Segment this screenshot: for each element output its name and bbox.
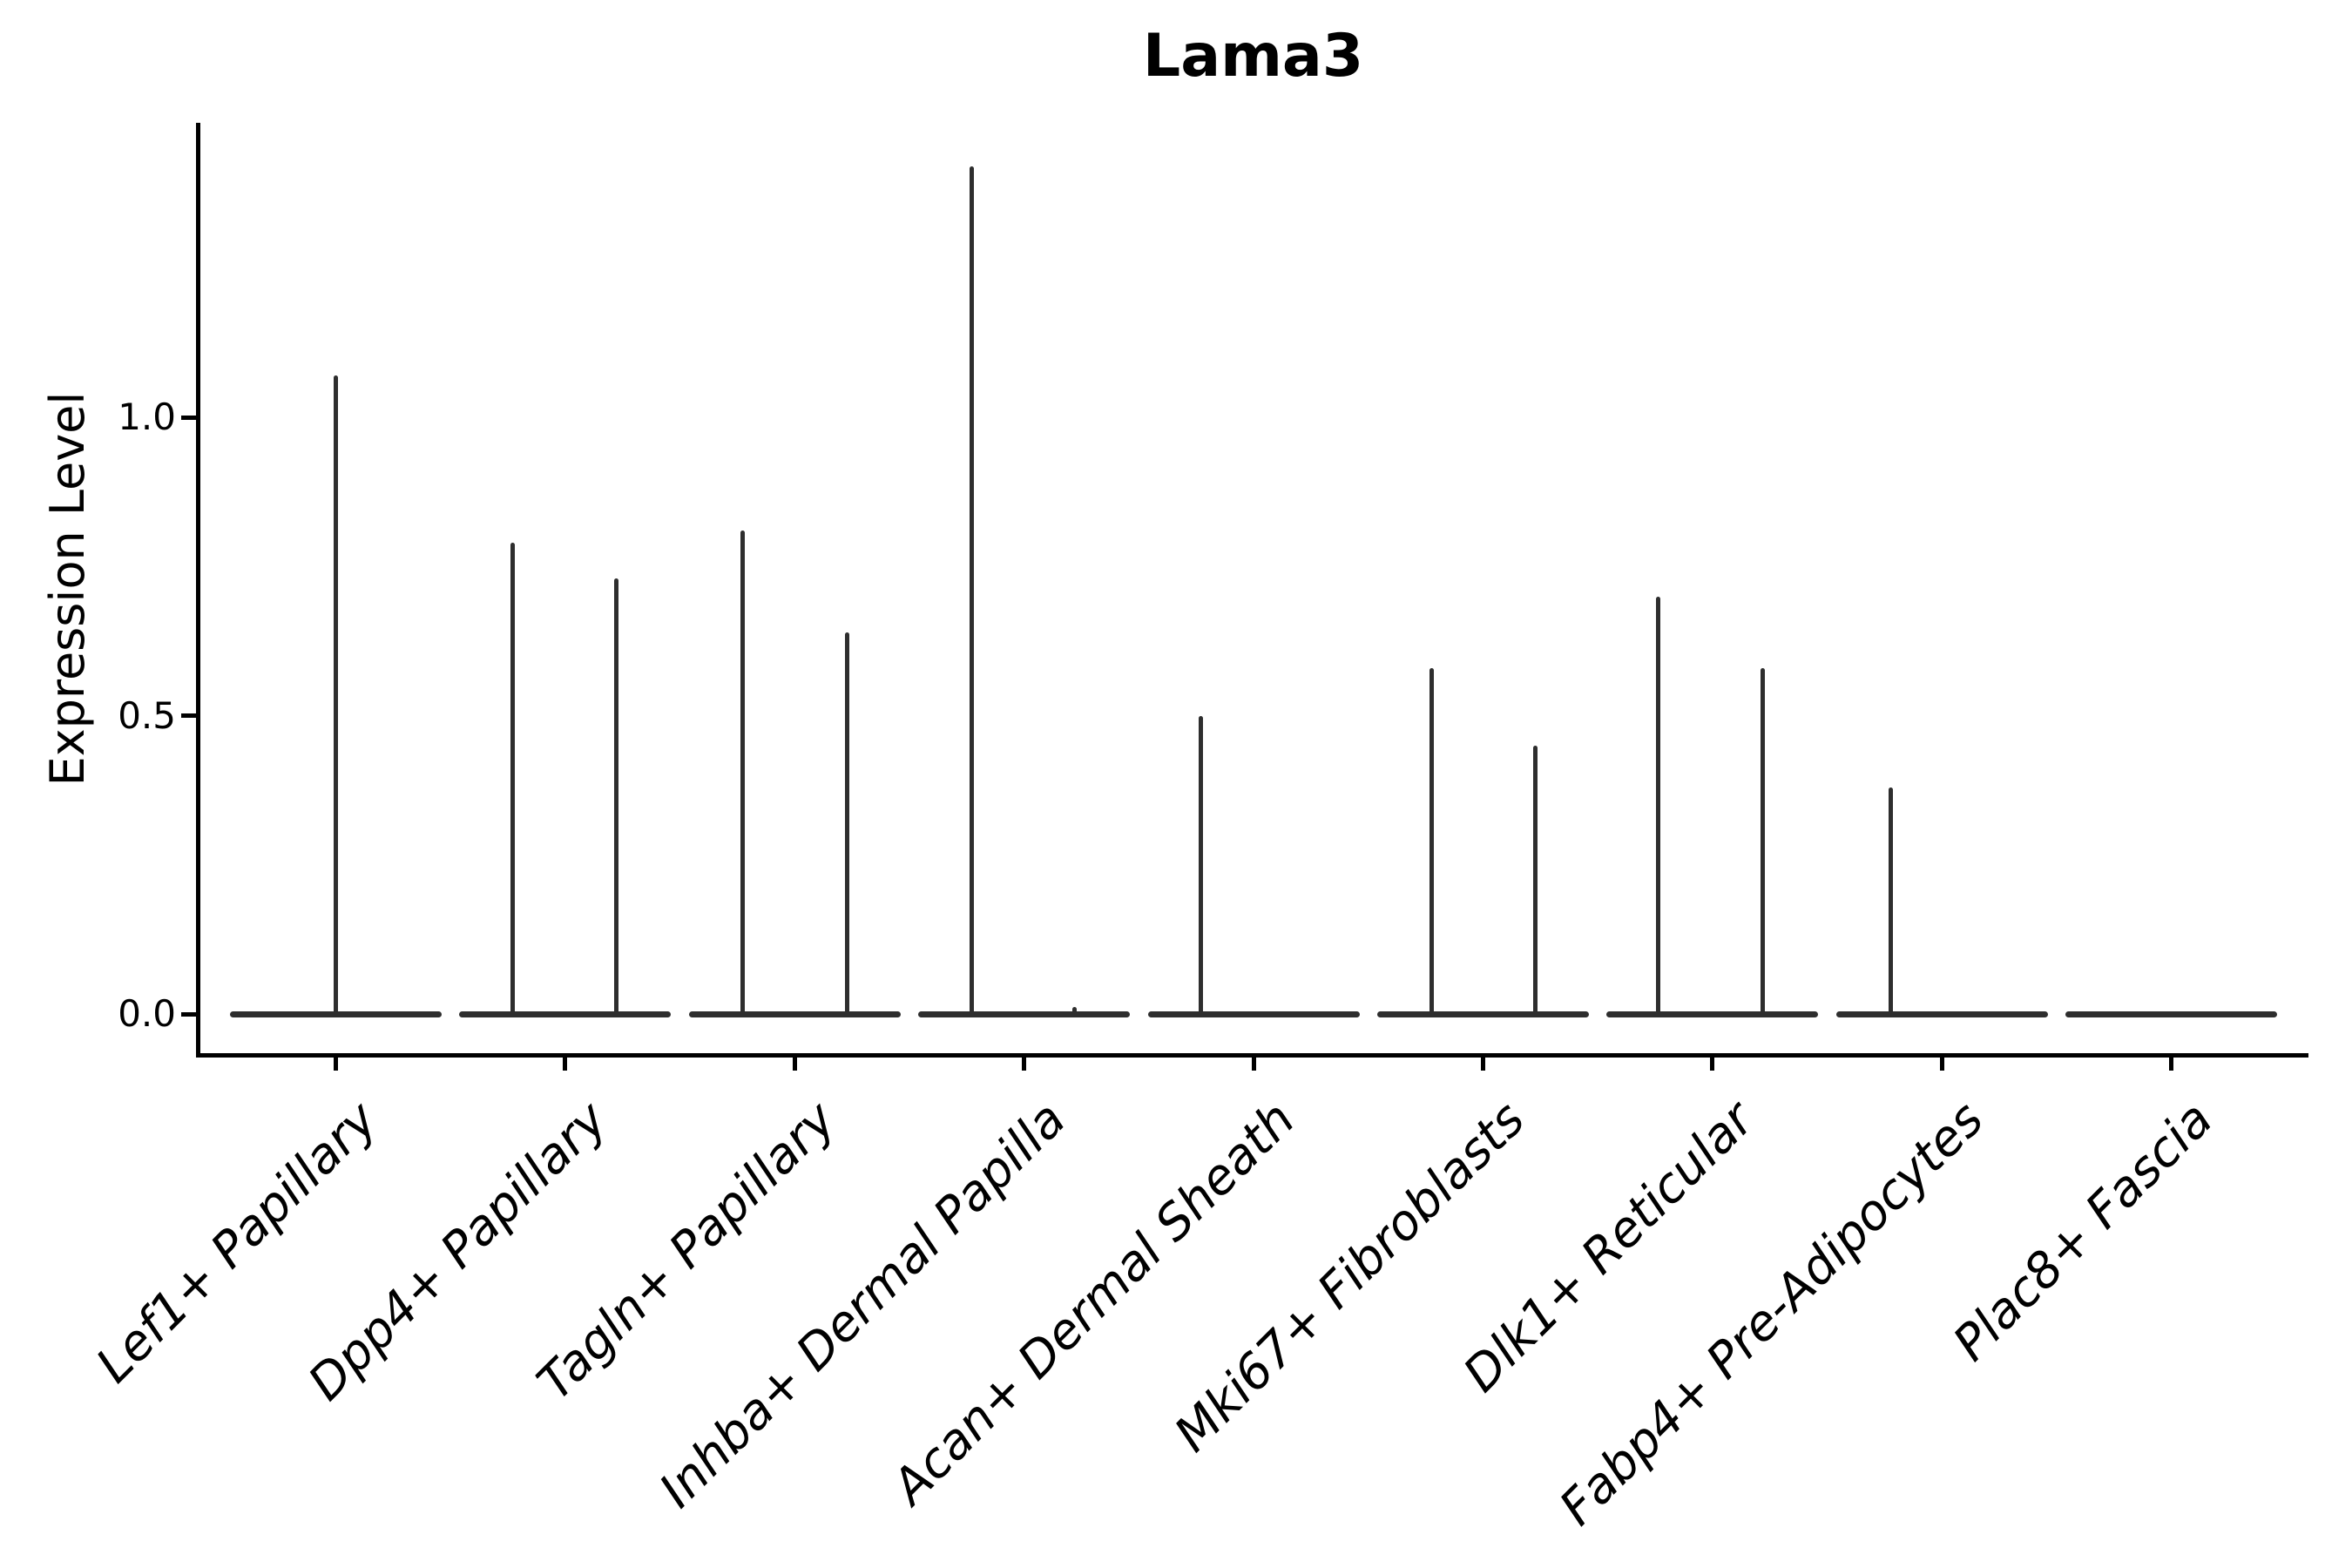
x-tick-mark (1022, 1057, 1027, 1071)
violin-spike (1071, 1006, 1077, 1017)
y-tick-label: 1.0 (118, 395, 176, 438)
x-tick-label: Inhba+ Dermal Papilla (648, 1091, 1078, 1519)
violin-body (459, 1010, 672, 1017)
x-tick-mark (1251, 1057, 1256, 1071)
y-tick-mark (181, 713, 196, 718)
x-tick-mark (334, 1057, 338, 1071)
violin-spike (613, 578, 618, 1017)
y-tick-label: 0.0 (118, 992, 176, 1035)
violin-spike (844, 632, 849, 1017)
x-tick-mark (1480, 1057, 1485, 1071)
y-tick-mark (181, 415, 196, 420)
violin-spike (510, 542, 516, 1017)
violin-spike (970, 166, 975, 1017)
violin-spike (740, 531, 745, 1017)
x-tick-mark (792, 1057, 797, 1071)
violin-spike (1429, 667, 1434, 1017)
x-tick-label: Acan+ Dermal Sheath (882, 1091, 1307, 1516)
violin-spike (1761, 667, 1766, 1017)
violin-body (1835, 1010, 2048, 1017)
violin-body (1376, 1010, 1589, 1017)
violin-spike (334, 375, 338, 1017)
violin-body (918, 1010, 1131, 1017)
x-tick-mark (1710, 1057, 1715, 1071)
x-tick-label: Fabp4+ Pre-Adipocytes (1549, 1091, 1995, 1537)
violin-spike (1656, 596, 1661, 1017)
x-axis-spine (196, 1053, 2308, 1058)
violin-spike (1888, 787, 1893, 1017)
chart-title: Lama3 (1142, 22, 1364, 91)
violin-body (2065, 1010, 2277, 1017)
x-tick-mark (1939, 1057, 1944, 1071)
y-tick-mark (181, 1011, 196, 1017)
x-tick-mark (2169, 1057, 2173, 1071)
y-axis-label: Expression Level (40, 391, 95, 787)
violin-body (688, 1010, 901, 1017)
x-tick-mark (563, 1057, 568, 1071)
violin-body (1147, 1010, 1360, 1017)
violin-spike (1532, 745, 1538, 1017)
y-tick-label: 0.5 (118, 693, 176, 737)
violin-body (1606, 1010, 1819, 1017)
violin-spike (1199, 715, 1204, 1017)
y-axis-spine (196, 123, 200, 1057)
